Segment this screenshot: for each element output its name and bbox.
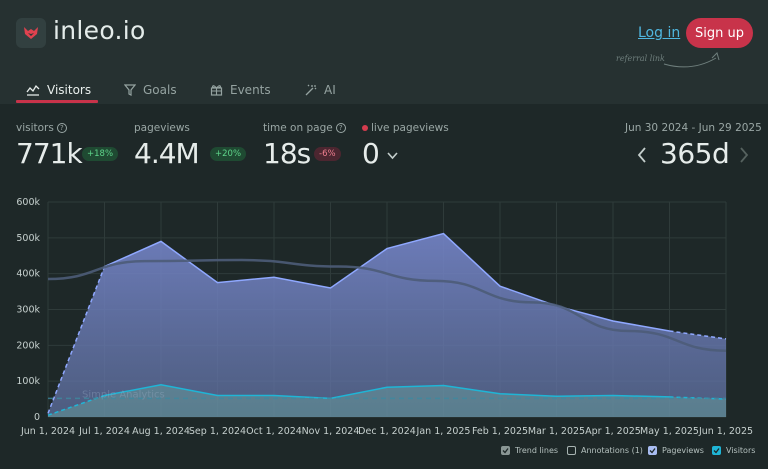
visitors-area — [48, 384, 726, 417]
help-icon[interactable]: ? — [335, 123, 346, 133]
visitors-label: visitors ? — [16, 122, 67, 134]
visitors-change-badge: +18% — [82, 147, 119, 161]
legend-trend-lines[interactable]: Trend lines — [501, 446, 558, 455]
legend-visitors[interactable]: Visitors — [712, 446, 755, 455]
pageviews-value: 4.4M — [134, 137, 200, 170]
y-tick-label: 200k — [16, 340, 40, 351]
pageviews-change-badge: +20% — [210, 147, 247, 161]
x-tick-label: Jun 1, 2025 — [698, 426, 753, 437]
pageviews-label-text: pageviews — [134, 122, 190, 134]
chart-icon — [26, 84, 40, 96]
x-tick-label: May 1, 2025 — [640, 426, 699, 437]
legend-label: Trend lines — [515, 446, 559, 455]
help-icon[interactable]: ? — [56, 123, 67, 133]
pageviews-line — [104, 232, 670, 332]
y-tick-label: 100k — [16, 376, 40, 387]
x-tick-label: Mar 1, 2025 — [528, 426, 585, 437]
x-tick-label: Oct 1, 2024 — [246, 426, 302, 437]
tab-label: Events — [230, 83, 271, 97]
x-tick-label: Sep 1, 2024 — [189, 426, 246, 437]
x-tick-label: Nov 1, 2024 — [302, 426, 360, 437]
legend-label: Pageviews — [662, 446, 704, 455]
tab-bar: Visitors Goals Events AI — [0, 78, 768, 104]
funnel-icon — [124, 84, 136, 96]
active-tab-indicator — [16, 100, 98, 103]
logo[interactable] — [16, 18, 46, 48]
tab-visitors[interactable]: Visitors — [26, 78, 91, 102]
checkbox-icon — [567, 446, 576, 455]
legend-label: Annotations (1) — [581, 446, 643, 455]
time-on-page-label: time on page ? — [263, 122, 346, 134]
time-on-page-label-text: time on page — [263, 122, 333, 134]
x-tick-label: Jun 1, 2024 — [20, 426, 75, 437]
watermark: Simple Analytics — [82, 389, 165, 400]
checkbox-icon — [648, 446, 657, 455]
x-tick-label: Aug 1, 2024 — [132, 426, 190, 437]
pageviews-line-partial-start — [47, 266, 106, 414]
live-pageviews-label-text: live pageviews — [371, 122, 449, 134]
time-on-page-change-badge: -6% — [314, 147, 341, 161]
y-tick-label: 500k — [16, 233, 40, 244]
legend-annotations[interactable]: Annotations (1) — [567, 446, 643, 455]
legend-label: Visitors — [726, 446, 756, 455]
period-selector[interactable]: 365d — [660, 137, 730, 170]
pageviews-line-partial-end — [669, 330, 727, 340]
time-on-page-value: 18s — [263, 137, 311, 170]
chevron-down-icon[interactable] — [386, 151, 399, 160]
tab-label: Visitors — [47, 83, 92, 97]
y-tick-label: 600k — [16, 197, 40, 208]
chevron-left-icon[interactable] — [636, 146, 648, 164]
visitors-value: 771k — [16, 137, 83, 170]
checkbox-icon — [712, 446, 721, 455]
x-tick-label: Apr 1, 2025 — [585, 426, 641, 437]
pageviews-area — [48, 233, 726, 417]
top-bar: inleo.io Log in Sign up referral link Vi… — [0, 0, 768, 104]
tab-label: AI — [324, 83, 336, 97]
gift-icon — [210, 85, 223, 96]
x-tick-label: Jul 1, 2024 — [78, 426, 130, 437]
date-range: Jun 30 2024 - Jun 29 2025 — [625, 122, 762, 134]
referral-note: referral link — [616, 54, 665, 63]
x-tick-label: Dec 1, 2024 — [358, 426, 416, 437]
y-tick-label: 300k — [16, 305, 40, 316]
y-tick-label: 400k — [16, 269, 40, 280]
live-dot-icon — [362, 125, 368, 131]
curved-arrow-icon — [663, 52, 720, 68]
tab-goals[interactable]: Goals — [124, 78, 177, 102]
signup-button[interactable]: Sign up — [686, 18, 753, 48]
live-pageviews-label: live pageviews — [362, 122, 449, 134]
brand-name[interactable]: inleo.io — [53, 16, 146, 45]
traffic-chart[interactable]: 0 100k 200k 300k 400k 500k 600k Jun 1, 2024 Jul … — [0, 190, 768, 442]
x-tick-label: Feb 1, 2025 — [472, 426, 528, 437]
tab-ai[interactable]: AI — [304, 78, 336, 102]
pageviews-trend-line — [47, 258, 727, 352]
tab-label: Goals — [143, 83, 177, 97]
tab-events[interactable]: Events — [210, 78, 271, 102]
x-tick-label: Jan 1, 2025 — [416, 426, 471, 437]
fox-logo-icon — [24, 27, 38, 39]
chevron-right-icon[interactable] — [738, 146, 750, 164]
legend-pageviews[interactable]: Pageviews — [648, 446, 704, 455]
visitors-label-text: visitors — [16, 122, 54, 134]
checkbox-icon — [501, 446, 510, 455]
visitors-line — [104, 383, 670, 400]
y-tick-label: 0 — [34, 412, 40, 423]
live-pageviews-value: 0 — [362, 137, 380, 170]
login-link[interactable]: Log in — [638, 25, 681, 41]
wand-icon — [305, 84, 317, 96]
pageviews-label: pageviews — [134, 122, 190, 134]
